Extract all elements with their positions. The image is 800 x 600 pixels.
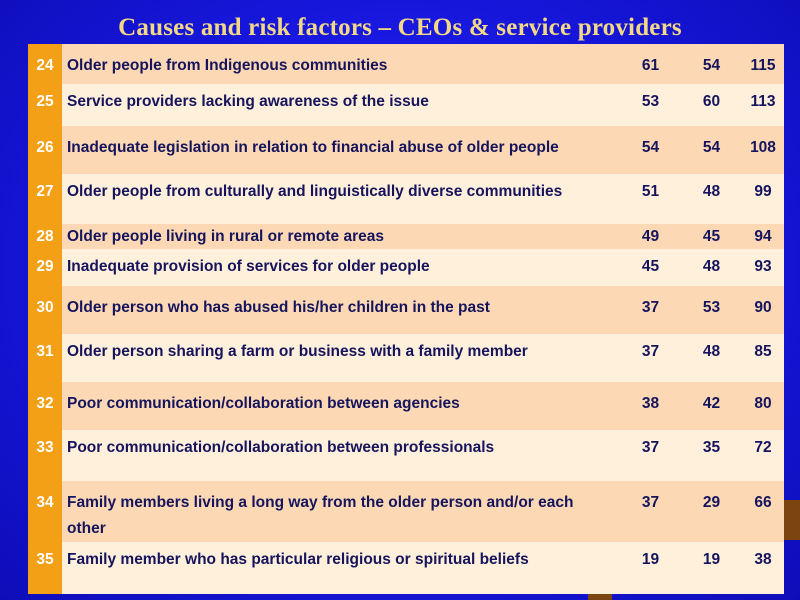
table-row: 24 Older people from Indigenous communiti… xyxy=(28,44,784,84)
table-row: 32 Poor communication/collaboration betwe… xyxy=(28,382,784,430)
ceo-count-cell: 37 xyxy=(641,299,660,316)
total-cell: 66 xyxy=(754,494,772,511)
rank-cell: 26 xyxy=(28,126,62,174)
factor-cell: Family member who has particular religio… xyxy=(67,551,529,568)
provider-count-cell: 42 xyxy=(702,395,721,412)
factor-cell: Older person sharing a farm or business … xyxy=(67,343,528,360)
rank-cell: 34 xyxy=(28,481,62,542)
ceo-count-cell: 37 xyxy=(641,343,660,360)
ceo-count-cell: 51 xyxy=(641,183,660,200)
total-cell: 72 xyxy=(754,439,772,456)
rank-cell: 35 xyxy=(28,542,62,594)
factor-cell: Older people from culturally and linguis… xyxy=(67,183,563,200)
ceo-count-cell: 53 xyxy=(641,93,660,110)
ceo-count-cell: 49 xyxy=(641,228,660,245)
provider-count-cell: 19 xyxy=(702,551,721,568)
total-cell: 93 xyxy=(754,258,772,275)
factor-cell: Service providers lacking awareness of t… xyxy=(67,93,429,110)
provider-count-cell: 35 xyxy=(702,439,721,456)
provider-count-cell: 48 xyxy=(702,258,721,275)
slide-title: Causes and risk factors – CEOs & service… xyxy=(118,14,682,41)
rank-cell: 28 xyxy=(28,224,62,249)
table-row: 35 Family member who has particular relig… xyxy=(28,542,784,594)
total-cell: 85 xyxy=(754,343,772,360)
factor-cell: Inadequate provision of services for old… xyxy=(67,258,430,275)
table-row: 30 Older person who has abused his/her ch… xyxy=(28,286,784,334)
factor-cell: Poor communication/collaboration between… xyxy=(67,439,495,456)
ceo-count-cell: 37 xyxy=(641,494,660,511)
table-row: 28 Older people living in rural or remote… xyxy=(28,224,784,249)
rank-cell: 29 xyxy=(28,249,62,286)
ceo-count-cell: 54 xyxy=(641,139,660,156)
table-row: 26 Inadequate legislation in relation to … xyxy=(28,126,784,174)
total-cell: 113 xyxy=(750,93,776,110)
table-body: 24 Older people from Indigenous communiti… xyxy=(28,44,784,594)
risk-factors-table: 24 Older people from Indigenous communiti… xyxy=(28,44,784,594)
rank-cell: 31 xyxy=(28,334,62,382)
provider-count-cell: 54 xyxy=(702,57,721,74)
ceo-count-cell: 61 xyxy=(641,57,660,74)
total-cell: 108 xyxy=(750,139,776,156)
ceo-count-cell: 45 xyxy=(641,258,660,275)
table-row: 29 Inadequate provision of services for o… xyxy=(28,249,784,286)
table-row: 33 Poor communication/collaboration betwe… xyxy=(28,430,784,481)
factor-cell: Poor communication/collaboration between… xyxy=(67,395,460,412)
total-cell: 90 xyxy=(754,299,772,316)
rank-cell: 32 xyxy=(28,382,62,430)
factor-cell: Older people from Indigenous communities xyxy=(67,57,388,74)
ceo-count-cell: 38 xyxy=(641,395,660,412)
total-cell: 99 xyxy=(754,183,772,200)
table-row: 27 Older people from culturally and lingu… xyxy=(28,174,784,224)
ceo-count-cell: 37 xyxy=(641,439,660,456)
rank-cell: 24 xyxy=(28,44,62,84)
table-row: 31 Older person sharing a farm or busines… xyxy=(28,334,784,382)
ceo-count-cell: 19 xyxy=(641,551,660,568)
factor-cell: Older people living in rural or remote a… xyxy=(67,228,384,245)
factor-cell: Inadequate legislation in relation to fi… xyxy=(67,139,559,156)
provider-count-cell: 29 xyxy=(702,494,721,511)
rank-cell: 27 xyxy=(28,174,62,224)
decorative-post-right xyxy=(588,584,612,600)
rank-cell: 25 xyxy=(28,84,62,126)
table-row: 25 Service providers lacking awareness of… xyxy=(28,84,784,126)
total-cell: 80 xyxy=(754,395,772,412)
provider-count-cell: 45 xyxy=(702,228,721,245)
decorative-bar-right xyxy=(784,500,800,540)
rank-cell: 33 xyxy=(28,430,62,481)
total-cell: 115 xyxy=(750,57,776,74)
table-row: 34 Family members living a long way from … xyxy=(28,481,784,542)
rank-cell: 30 xyxy=(28,286,62,334)
data-table: 24 Older people from Indigenous communiti… xyxy=(28,44,784,594)
provider-count-cell: 60 xyxy=(702,93,721,110)
factor-cell: Family members living a long way from th… xyxy=(67,494,574,537)
provider-count-cell: 54 xyxy=(702,139,721,156)
total-cell: 38 xyxy=(754,551,772,568)
provider-count-cell: 48 xyxy=(702,343,721,360)
total-cell: 94 xyxy=(754,228,772,245)
provider-count-cell: 48 xyxy=(702,183,721,200)
provider-count-cell: 53 xyxy=(702,299,721,316)
factor-cell: Older person who has abused his/her chil… xyxy=(67,299,490,316)
